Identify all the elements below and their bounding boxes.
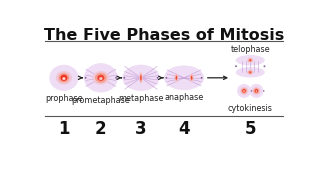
Text: 3: 3 (135, 120, 147, 138)
Ellipse shape (236, 55, 265, 66)
Text: prometaphase: prometaphase (71, 96, 130, 105)
Ellipse shape (190, 75, 193, 81)
Ellipse shape (92, 71, 109, 85)
Ellipse shape (248, 58, 252, 62)
Ellipse shape (251, 90, 252, 92)
Ellipse shape (255, 90, 257, 92)
Ellipse shape (123, 77, 125, 79)
Text: 4: 4 (178, 120, 190, 138)
Ellipse shape (95, 73, 107, 83)
Ellipse shape (62, 77, 66, 80)
Ellipse shape (263, 65, 265, 67)
Ellipse shape (56, 71, 72, 85)
Ellipse shape (174, 73, 179, 82)
Text: prophase: prophase (45, 94, 83, 103)
Text: 5: 5 (244, 120, 256, 138)
Text: metaphase: metaphase (118, 94, 164, 103)
Ellipse shape (256, 91, 257, 92)
Ellipse shape (84, 63, 118, 93)
Ellipse shape (248, 71, 252, 74)
Ellipse shape (242, 89, 246, 93)
Ellipse shape (243, 90, 245, 92)
Ellipse shape (139, 72, 143, 84)
Text: telophase: telophase (230, 45, 270, 54)
Ellipse shape (249, 71, 251, 73)
Ellipse shape (140, 74, 142, 82)
Ellipse shape (253, 88, 259, 94)
Ellipse shape (235, 65, 237, 67)
Text: anaphase: anaphase (164, 93, 204, 102)
Ellipse shape (165, 77, 167, 79)
Ellipse shape (237, 84, 251, 98)
Ellipse shape (241, 88, 247, 94)
Ellipse shape (115, 77, 117, 79)
Text: cytokinesis: cytokinesis (228, 104, 273, 113)
Ellipse shape (249, 59, 251, 61)
Ellipse shape (60, 75, 68, 81)
Ellipse shape (175, 75, 178, 81)
Ellipse shape (247, 69, 253, 75)
Ellipse shape (99, 77, 102, 80)
Text: The Five Phases of Mitosis: The Five Phases of Mitosis (44, 28, 284, 43)
Text: 1: 1 (58, 120, 70, 138)
Ellipse shape (240, 87, 248, 95)
Ellipse shape (49, 65, 78, 91)
Ellipse shape (247, 57, 253, 63)
Ellipse shape (255, 89, 258, 93)
Ellipse shape (164, 66, 204, 90)
Ellipse shape (252, 87, 260, 95)
Ellipse shape (59, 73, 69, 83)
Ellipse shape (263, 90, 265, 92)
Ellipse shape (189, 73, 194, 82)
Ellipse shape (123, 65, 159, 91)
Ellipse shape (140, 75, 141, 80)
Ellipse shape (191, 76, 192, 80)
Ellipse shape (85, 77, 87, 79)
Text: 2: 2 (95, 120, 107, 138)
Ellipse shape (176, 76, 177, 80)
Ellipse shape (201, 77, 203, 79)
Ellipse shape (97, 75, 104, 81)
Ellipse shape (249, 84, 263, 98)
Ellipse shape (156, 77, 158, 79)
Ellipse shape (236, 67, 265, 78)
